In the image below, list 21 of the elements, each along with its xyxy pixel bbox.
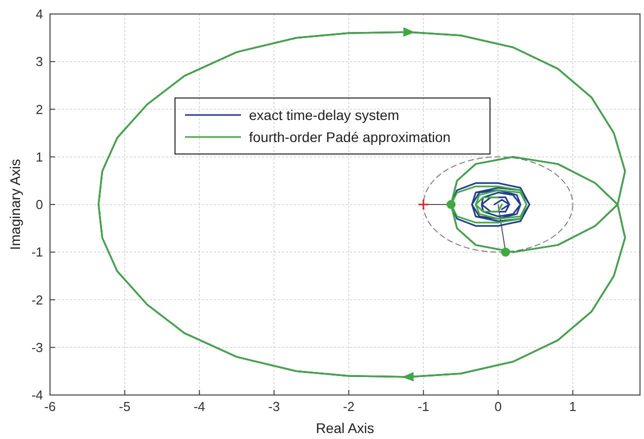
y-tick-label: -4 [31,388,43,402]
y-tick-label: -3 [31,340,43,355]
x-tick-label: -4 [194,399,206,414]
legend-label: exact time-delay system [249,107,400,123]
legend-label: fourth-order Padé approximation [249,129,451,145]
x-tick-label: -2 [342,399,355,414]
x-tick-label: -5 [118,399,130,414]
x-tick-label: -1 [418,399,430,414]
x-tick-label: 1 [569,399,576,414]
y-tick-label: 0 [36,197,43,212]
y-tick-label: 4 [36,6,43,22]
y-tick-label: 2 [36,102,43,117]
y-tick-label: -1 [31,244,43,260]
x-tick-label: -6 [44,399,56,414]
y-axis-title: Imaginary Axis [7,158,23,250]
x-axis-title: Real Axis [316,420,374,436]
x-tick-label: 0 [494,399,502,414]
y-tick-label: -2 [31,292,43,308]
y-tick-label: 1 [36,149,43,164]
y-tick-label: 3 [36,54,43,70]
x-tick-label: -3 [268,399,280,414]
